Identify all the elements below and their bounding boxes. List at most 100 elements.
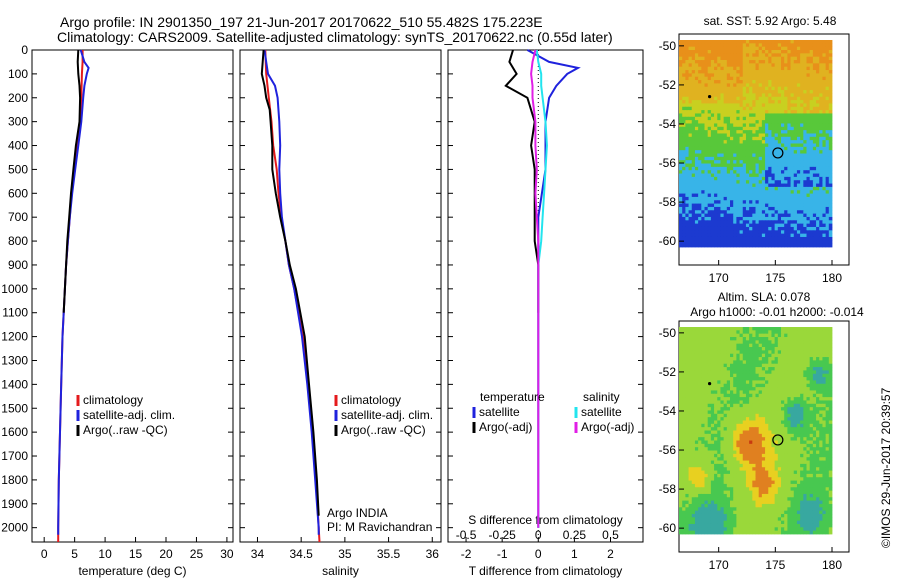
sla-map-title: Altim. SLA: 0.078 xyxy=(718,290,811,304)
sst-map-ytick-label: -58 xyxy=(659,195,677,209)
legend-label: Argo(..raw -QC) xyxy=(341,423,426,437)
sst-map-raster xyxy=(679,40,832,247)
legend-label: Argo(..raw -QC) xyxy=(83,423,168,437)
temperature-xtick-label: 30 xyxy=(220,547,234,561)
depth-tick-label: 0 xyxy=(21,43,28,57)
legend-header-temperature: temperature xyxy=(480,390,545,404)
dot-marker xyxy=(708,382,711,385)
legend-label: Argo(-adj) xyxy=(581,420,634,434)
sst-map-xtick-label: 180 xyxy=(822,271,842,285)
depth-tick-label: 1300 xyxy=(1,353,28,367)
sla-map-subtitle: Argo h1000: -0.01 h2000: -0.014 xyxy=(690,305,864,319)
argo-pi: PI: M Ravichandran xyxy=(327,520,432,534)
temperature-panel: 0 5 10 15 20 25 30 temperature (deg C) 0 100 200 30… xyxy=(1,43,234,578)
difference-salinity-tick-label: -0.5 xyxy=(456,528,477,542)
difference-xtick-label: 0 xyxy=(535,547,542,561)
sla-map-xtick-label: 175 xyxy=(765,558,785,572)
depth-tick-label: 1700 xyxy=(1,449,28,463)
depth-tick-label: 900 xyxy=(8,258,28,272)
depth-tick-label: 500 xyxy=(8,162,28,176)
depth-tick-label: 2000 xyxy=(1,521,28,535)
legend-label: climatology xyxy=(83,393,143,407)
difference-salinity-tick-label: 0.25 xyxy=(563,528,587,542)
depth-tick-label: 1600 xyxy=(1,425,28,439)
legend-label: satellite xyxy=(479,405,520,419)
temperature-xtick-label: 0 xyxy=(41,547,48,561)
sst-map-xtick-label: 170 xyxy=(709,271,729,285)
temperature-satellite-line xyxy=(58,50,88,535)
sst-map-ytick-label: -60 xyxy=(659,234,677,248)
imos-footer: ©IMOS 29-Jun-2017 20:39:57 xyxy=(879,387,893,548)
temperature-xtick-label: 15 xyxy=(129,547,143,561)
legend-label: Argo(-adj) xyxy=(479,420,532,434)
sla-map-panel: 170 175 180 -50 -52 -54 -56 -58 -60 Altim. SLA: 0… xyxy=(659,290,864,572)
legend-label: satellite-adj. clim. xyxy=(83,408,175,422)
depth-tick-label: 200 xyxy=(8,91,28,105)
sst-map-ytick-label: -50 xyxy=(659,39,677,53)
temperature-xtick-label: 25 xyxy=(190,547,204,561)
legend-header-salinity: salinity xyxy=(583,390,620,404)
sla-map-xtick-label: 170 xyxy=(709,558,729,572)
difference-xtick-label: -1 xyxy=(497,547,508,561)
sal-argo-diff-line xyxy=(531,50,538,528)
temperature-xtick-label: 5 xyxy=(71,547,78,561)
salinity-xtick-label: 35 xyxy=(338,547,352,561)
temperature-xtick-label: 20 xyxy=(159,547,173,561)
sla-map-ytick-label: -54 xyxy=(659,404,677,418)
depth-tick-label: 400 xyxy=(8,139,28,153)
sst-map-title: sat. SST: 5.92 Argo: 5.48 xyxy=(704,14,837,28)
sla-map-ytick-label: -58 xyxy=(659,482,677,496)
salinity-xtick-label: 35.5 xyxy=(377,547,401,561)
temperature-frame xyxy=(32,50,233,542)
legend-label: satellite-adj. clim. xyxy=(341,408,433,422)
depth-tick-label: 1000 xyxy=(1,282,28,296)
depth-tick-label: 300 xyxy=(8,115,28,129)
depth-tick-label: 1100 xyxy=(2,306,28,320)
sst-map-ytick-label: -56 xyxy=(659,156,677,170)
sla-map-raster xyxy=(679,327,832,534)
depth-tick-label: 600 xyxy=(8,186,28,200)
depth-tick-label: 1500 xyxy=(1,401,28,415)
depth-tick-label: 1900 xyxy=(1,497,28,511)
difference-salinity-tick-label: 0.5 xyxy=(602,528,619,542)
title-line-1: Argo profile: IN 2901350_197 21-Jun-2017… xyxy=(60,14,543,30)
legend-label: satellite xyxy=(581,405,622,419)
sst-map-panel: 170 175 180 -50 -52 -54 -56 -58 -60 sat. SST: 5.9… xyxy=(659,14,849,285)
sst-map-ytick-label: -52 xyxy=(659,78,677,92)
argo-institution: Argo INDIA xyxy=(327,506,388,520)
difference-salinity-tick-label: -0.25 xyxy=(488,528,516,542)
salinity-argo-line xyxy=(262,50,319,516)
difference-xlabel: T difference from climatology xyxy=(469,564,623,578)
depth-tick-label: 1800 xyxy=(1,473,28,487)
temperature-xtick-label: 10 xyxy=(98,547,112,561)
depth-tick-label: 100 xyxy=(8,67,28,81)
depth-tick-label: 800 xyxy=(8,234,28,248)
temperature-xlabel: temperature (deg C) xyxy=(78,564,186,578)
depth-tick-label: 700 xyxy=(8,210,28,224)
sla-map-ytick-label: -56 xyxy=(659,443,677,457)
difference-xtick-label: -2 xyxy=(461,547,472,561)
sla-map-ytick-label: -52 xyxy=(659,365,677,379)
salinity-xtick-label: 36 xyxy=(426,547,440,561)
legend-label: climatology xyxy=(341,393,401,407)
salinity-xlabel: salinity xyxy=(322,564,359,578)
temperature-argo-line xyxy=(64,50,80,313)
salinity-xtick-label: 34 xyxy=(251,547,265,561)
salinity-xtick-label: 34.5 xyxy=(289,547,313,561)
difference-salinity-label: S difference from climatology xyxy=(468,513,623,527)
sla-map-ytick-label: -60 xyxy=(659,521,677,535)
difference-xtick-label: 1 xyxy=(571,547,578,561)
sst-map-ytick-label: -54 xyxy=(659,117,677,131)
sla-map-ytick-label: -50 xyxy=(659,326,677,340)
salinity-climatology-line xyxy=(265,50,319,542)
sst-map-xtick-label: 175 xyxy=(765,271,785,285)
title-line-2: Climatology: CARS2009. Satellite-adjuste… xyxy=(57,29,613,45)
depth-tick-label: 1200 xyxy=(1,330,28,344)
salinity-satellite-line xyxy=(265,50,319,535)
dot-marker xyxy=(708,95,711,98)
sla-map-xtick-label: 180 xyxy=(822,558,842,572)
depth-tick-label: 1400 xyxy=(1,377,28,391)
salinity-panel: 34 34.5 35 35.5 36 salinity climatologysatelli… xyxy=(240,50,441,578)
